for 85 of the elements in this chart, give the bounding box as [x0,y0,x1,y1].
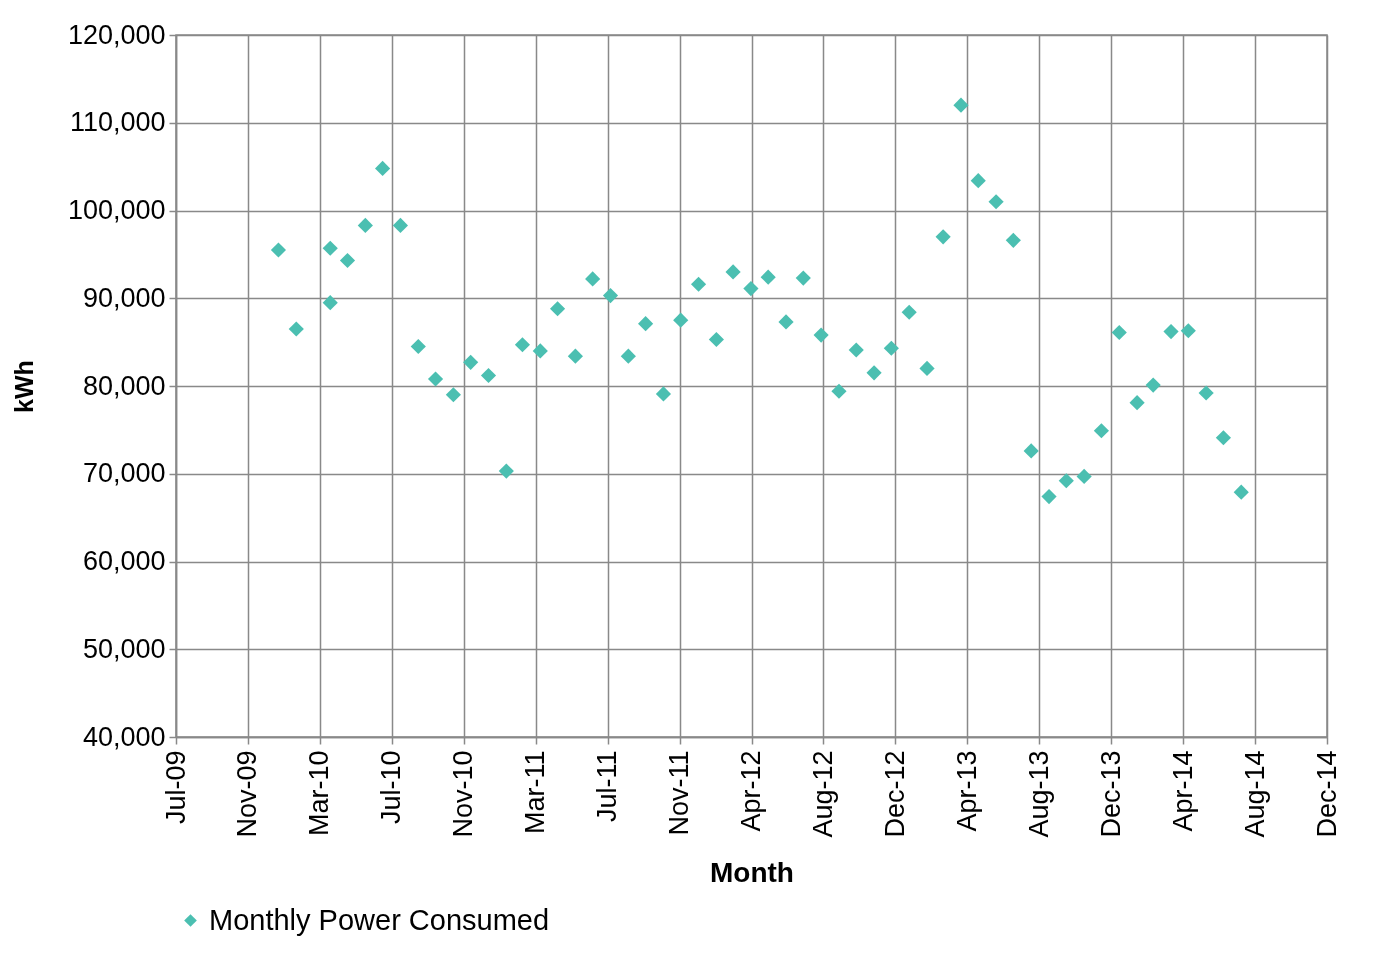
point [883,340,899,356]
point [655,386,672,402]
point [567,348,583,364]
point [708,331,724,348]
point [673,312,689,328]
point [743,281,759,297]
point [322,295,338,311]
point [514,337,531,353]
point [445,387,461,403]
y-tick-label: 100,000 [67,195,166,225]
x-tick-label: Jul-09 [160,750,191,825]
point [988,194,1004,210]
legend-label: Monthly Power Consumed [209,903,550,936]
y-tick-label: 90,000 [82,282,166,313]
point [690,276,707,292]
y-tick-label: 60,000 [82,546,166,576]
point [1163,324,1179,340]
point [1198,385,1214,401]
point [919,360,935,377]
x-axis-title: Month [710,856,794,888]
point [638,316,654,332]
point [1111,324,1127,341]
point [375,160,391,176]
point [1093,423,1109,439]
x-tick-label: Aug-14 [1239,750,1270,838]
point [901,304,917,320]
x-tick-label: Dec-12 [879,750,910,838]
point [549,301,566,317]
point [339,252,356,269]
x-tick-label: Aug-13 [1023,750,1054,838]
point [270,242,287,258]
x-tick-label: Nov-10 [448,750,479,838]
point [760,269,776,285]
point [620,348,636,364]
x-tick-label: Jul-11 [592,750,623,823]
x-tick-label: Aug-12 [807,750,838,838]
point [866,365,882,381]
y-tick-label: 110,000 [69,107,166,138]
point [795,270,811,286]
point [288,321,304,337]
point [498,463,514,479]
point [831,383,847,399]
point [1233,484,1249,500]
point [427,371,444,387]
y-tick-label: 120,000 [67,19,166,50]
point [935,229,951,245]
point [357,217,373,233]
point [532,343,548,359]
point [813,327,829,343]
point [1058,473,1074,489]
point [1215,430,1231,446]
point [725,264,741,280]
x-tick-label: Dec-14 [1311,750,1342,838]
x-tick-label: Apr-14 [1167,750,1198,832]
point [1129,395,1145,411]
y-tick-label: 50,000 [82,633,166,664]
point [970,173,986,189]
x-tick-label: Nov-11 [664,750,695,836]
y-tick-label: 40,000 [82,721,166,752]
y-axis-title: kWh [9,360,38,413]
point [410,338,426,355]
point [322,240,338,256]
point [848,342,864,358]
y-tick-label: 80,000 [82,370,166,401]
point [463,354,479,370]
y-tick-label: 70,000 [82,458,166,489]
point [1180,323,1196,339]
x-tick-label: Apr-13 [951,750,982,832]
point [392,217,409,233]
x-tick-label: Mar-11 [520,750,551,835]
point [1076,468,1092,484]
point [1023,443,1039,459]
point [778,314,794,330]
x-tick-label: Nov-09 [232,750,263,838]
point [1145,377,1161,393]
x-tick-label: Jul-10 [376,750,407,825]
x-tick-label: Dec-13 [1095,750,1126,838]
point [953,97,969,113]
point [585,271,601,287]
point [1005,232,1021,248]
point [602,288,619,304]
point [1041,488,1057,505]
x-tick-label: Mar-10 [304,750,335,837]
x-tick-label: Apr-12 [736,750,766,832]
point [480,367,497,384]
